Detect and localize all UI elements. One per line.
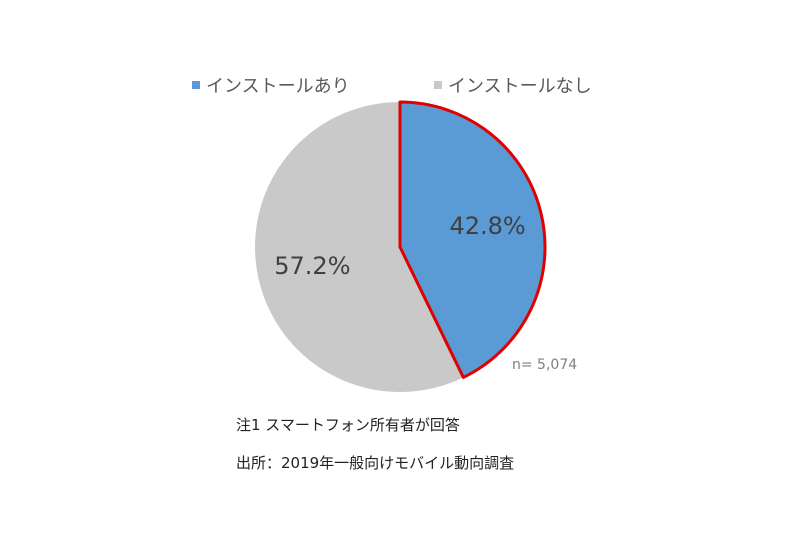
legend-item-installed: インストールあり — [192, 72, 350, 98]
legend-label: インストールなし — [448, 76, 592, 97]
note-1: 注1 スマートフォン所有者が回答 — [236, 416, 460, 434]
data-label-0: 42.8% — [449, 212, 525, 240]
pie-slice-1 — [254, 102, 464, 392]
legend-label: インストールあり — [206, 76, 350, 97]
legend-swatch — [434, 81, 442, 89]
data-label-1: 57.2% — [274, 252, 350, 280]
legend-swatch — [192, 81, 200, 89]
legend-item-not-installed: インストールなし — [434, 72, 592, 98]
sample-size: n= 5,074 — [512, 357, 578, 373]
pie-slice-0 — [398, 100, 547, 379]
source-note: 出所：2019年一般向けモバイル動向調査 — [236, 454, 515, 472]
